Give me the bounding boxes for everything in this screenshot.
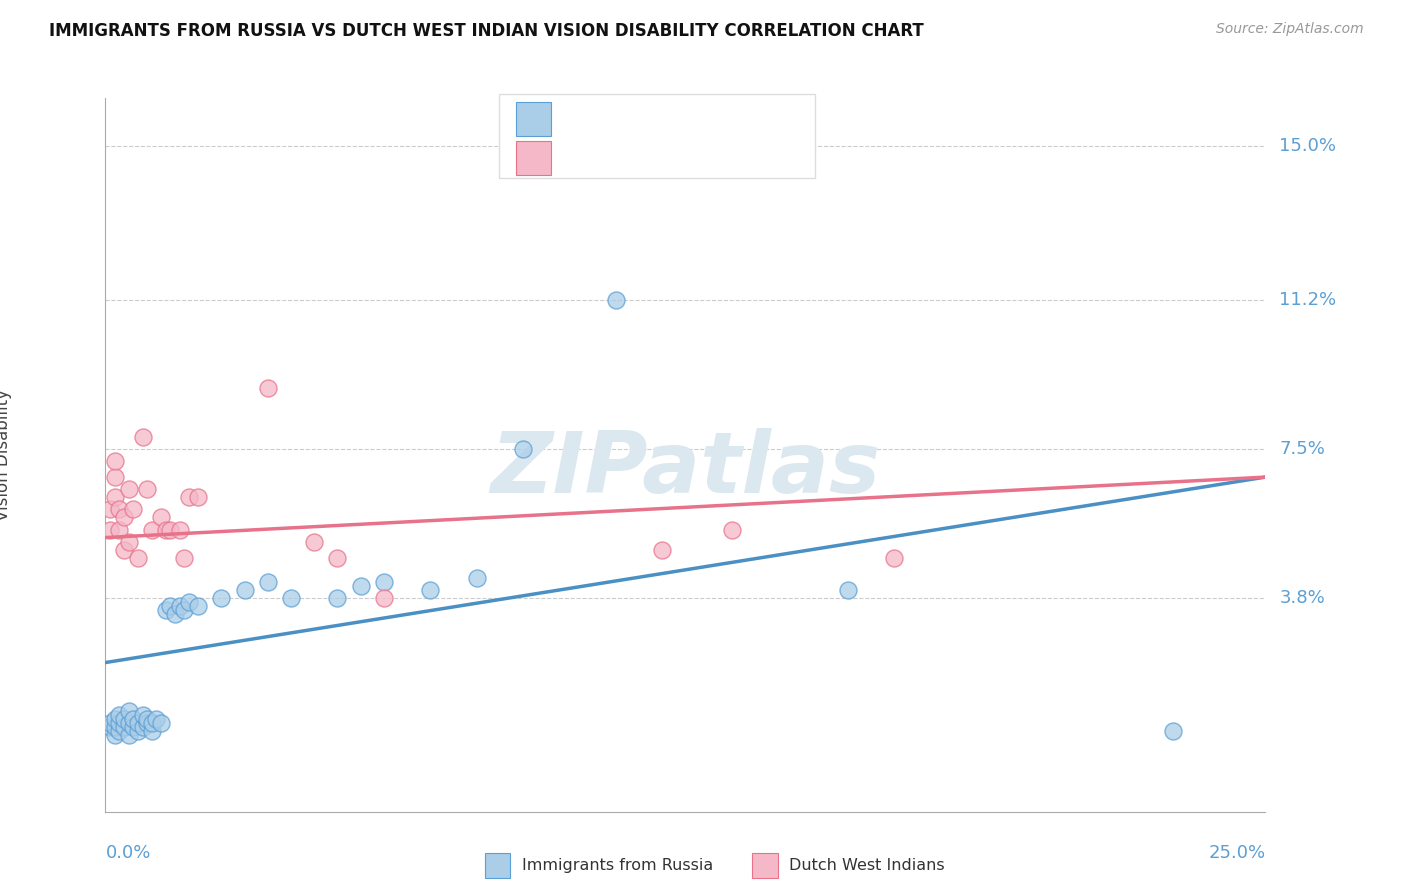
Point: [122, 720, 145, 734]
Point: [177, 595, 200, 609]
Point: [131, 720, 153, 734]
Point: [118, 716, 141, 731]
Point: [112, 712, 135, 726]
Point: [155, 603, 177, 617]
Point: [177, 490, 200, 504]
Point: [651, 542, 673, 557]
Point: [419, 582, 441, 597]
Point: [98, 502, 121, 516]
Point: [136, 482, 159, 496]
Text: 7.5%: 7.5%: [1279, 440, 1326, 458]
Point: [118, 728, 141, 742]
Text: 3.8%: 3.8%: [1279, 589, 1324, 607]
Point: [187, 599, 209, 613]
Point: [112, 720, 135, 734]
Point: [145, 712, 167, 726]
Text: R =  0.110   N = 30: R = 0.110 N = 30: [565, 149, 756, 167]
Point: [108, 716, 131, 731]
Point: [98, 523, 121, 537]
Text: Immigrants from Russia: Immigrants from Russia: [522, 858, 713, 872]
Point: [104, 720, 127, 734]
Point: [159, 523, 181, 537]
Point: [136, 712, 159, 726]
Point: [233, 582, 256, 597]
Point: [163, 607, 186, 622]
Text: R = 0.303   N = 45: R = 0.303 N = 45: [565, 110, 749, 128]
Point: [127, 716, 149, 731]
Text: Vision Disability: Vision Disability: [0, 389, 13, 521]
Point: [1161, 724, 1184, 739]
Point: [104, 454, 127, 468]
Point: [141, 523, 163, 537]
Point: [127, 724, 149, 739]
Point: [326, 591, 349, 605]
Point: [98, 716, 121, 731]
Point: [173, 603, 195, 617]
Text: Source: ZipAtlas.com: Source: ZipAtlas.com: [1216, 22, 1364, 37]
Point: [349, 579, 371, 593]
Point: [173, 550, 195, 565]
Point: [187, 490, 209, 504]
Point: [118, 482, 141, 496]
Point: [104, 470, 127, 484]
Text: 0.0%: 0.0%: [105, 844, 150, 862]
Text: Dutch West Indians: Dutch West Indians: [789, 858, 945, 872]
Point: [837, 582, 859, 597]
Point: [169, 599, 191, 613]
Point: [104, 490, 127, 504]
Point: [465, 571, 488, 585]
Point: [118, 534, 141, 549]
Text: 15.0%: 15.0%: [1279, 137, 1336, 155]
Point: [127, 550, 149, 565]
Point: [150, 716, 173, 731]
Point: [118, 704, 141, 718]
Point: [211, 591, 233, 605]
Point: [108, 724, 131, 739]
Point: [169, 523, 191, 537]
Text: 25.0%: 25.0%: [1208, 844, 1265, 862]
Point: [280, 591, 302, 605]
Point: [141, 724, 163, 739]
Point: [131, 708, 153, 723]
Point: [131, 430, 153, 444]
Point: [141, 716, 163, 731]
Text: ZIPatlas: ZIPatlas: [491, 427, 880, 511]
Point: [512, 442, 534, 456]
Point: [108, 502, 131, 516]
Text: 11.2%: 11.2%: [1279, 291, 1337, 309]
Point: [155, 523, 177, 537]
Point: [112, 542, 135, 557]
Point: [883, 550, 905, 565]
Point: [108, 708, 131, 723]
Point: [257, 574, 280, 589]
Point: [326, 550, 349, 565]
Point: [122, 502, 145, 516]
Point: [257, 381, 280, 395]
Point: [304, 534, 326, 549]
Point: [159, 599, 181, 613]
Point: [373, 574, 395, 589]
Point: [98, 720, 121, 734]
Point: [112, 510, 135, 524]
Text: IMMIGRANTS FROM RUSSIA VS DUTCH WEST INDIAN VISION DISABILITY CORRELATION CHART: IMMIGRANTS FROM RUSSIA VS DUTCH WEST IND…: [49, 22, 924, 40]
Point: [104, 728, 127, 742]
Point: [721, 523, 744, 537]
Point: [136, 716, 159, 731]
Point: [605, 293, 627, 307]
Point: [150, 510, 173, 524]
Point: [108, 523, 131, 537]
Point: [122, 712, 145, 726]
Point: [373, 591, 395, 605]
Point: [104, 712, 127, 726]
